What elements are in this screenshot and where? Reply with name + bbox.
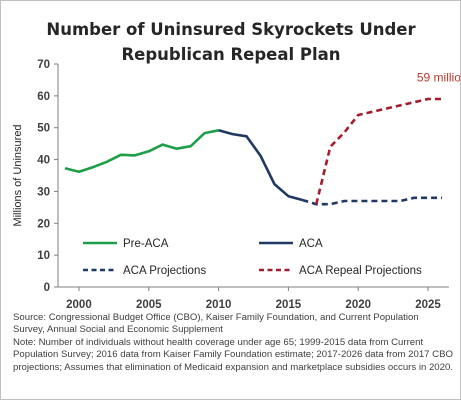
x-tick-label: 2025	[415, 299, 441, 311]
y-tick-label: 10	[37, 250, 50, 262]
series-line-aca	[218, 129, 303, 202]
x-tick-label: 2020	[345, 299, 371, 311]
legend-label-aca-repeal-projections: ACA Repeal Projections	[299, 265, 422, 277]
chart-title: Number of Uninsured Skyrockets Under Rep…	[46, 20, 416, 64]
footnote: Source: Congressional Budget Office (CBO…	[13, 312, 453, 374]
y-tick-label: 30	[37, 186, 50, 198]
y-tick-label: 70	[37, 59, 50, 71]
legend-label-aca-projections: ACA Projections	[123, 265, 206, 277]
y-tick-label: 60	[37, 91, 50, 103]
annotation-label: 59 million	[417, 71, 460, 85]
y-tick-label: 50	[37, 123, 50, 135]
x-tick-label: 2010	[206, 299, 232, 311]
x-tick-label: 2015	[276, 299, 302, 311]
series-line-pre-aca	[64, 129, 219, 173]
y-tick-label: 0	[44, 282, 50, 294]
y-tick-label: 40	[37, 155, 50, 167]
source-text: Source: Congressional Budget Office (CBO…	[13, 312, 419, 336]
series-line-aca-repeal-projections	[315, 97, 442, 205]
legend-label-aca: ACA	[299, 238, 323, 250]
x-tick-label: 2005	[136, 299, 162, 311]
note-text: Note: Number of individuals without heal…	[13, 336, 453, 373]
x-tick-label: 2000	[66, 299, 92, 311]
y-tick-label: 20	[37, 218, 50, 230]
legend-label-pre-aca: Pre-ACA	[123, 238, 169, 250]
y-axis-label: Millions of Uninsured	[12, 124, 24, 226]
series-line-aca-projections	[302, 196, 442, 206]
